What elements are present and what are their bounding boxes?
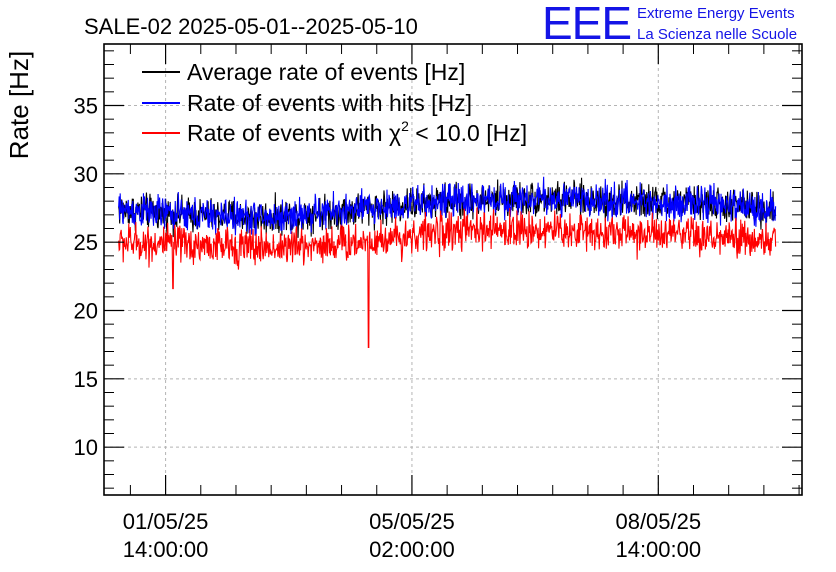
axis-ticks	[104, 44, 802, 495]
eee-logo-line2: La Scienza nelle Scuole	[637, 26, 797, 43]
legend: Average rate of events [Hz] Rate of even…	[142, 59, 527, 146]
y-tick-label: 15	[74, 367, 98, 392]
x-tick-label-time: 14:00:00	[615, 537, 701, 562]
chart-title: SALE-02 2025-05-01--2025-05-10	[84, 14, 418, 39]
y-tick-labels: 10 15 20 25 30 35	[74, 94, 98, 461]
series-hits-rate	[118, 176, 777, 236]
y-tick-label: 25	[74, 230, 98, 255]
y-tick-label: 20	[74, 299, 98, 324]
x-tick-labels: 01/05/25 14:00:00 05/05/25 02:00:00 08/05/25…	[123, 509, 701, 562]
eee-logo-mark: EEE	[542, 0, 631, 49]
x-tick-label-date: 08/05/25	[615, 509, 701, 534]
eee-logo: EEE Extreme Energy Events La Scienza nel…	[542, 0, 797, 49]
y-axis-title: Rate [Hz]	[4, 51, 34, 159]
legend-label-average: Average rate of events [Hz]	[187, 59, 465, 85]
legend-label-chi2-rest: < 10.0 [Hz]	[409, 120, 527, 146]
x-tick-label-date: 01/05/25	[123, 509, 209, 534]
x-tick-label-time: 02:00:00	[369, 537, 455, 562]
x-tick-label-time: 14:00:00	[123, 537, 209, 562]
y-tick-label: 10	[74, 435, 98, 460]
y-tick-label: 35	[74, 94, 98, 119]
series-layer	[118, 176, 777, 348]
y-tick-label: 30	[74, 162, 98, 187]
legend-label-chi2-sup: 2	[401, 118, 409, 134]
legend-label-hits: Rate of events with hits [Hz]	[187, 90, 472, 116]
series-chi2-rate	[118, 207, 777, 348]
eee-logo-line1: Extreme Energy Events	[637, 5, 795, 22]
legend-label-chi2: Rate of events with χ2 < 10.0 [Hz]	[187, 118, 527, 146]
x-tick-label-date: 05/05/25	[369, 509, 455, 534]
legend-label-chi2-main: Rate of events with χ	[187, 120, 401, 146]
